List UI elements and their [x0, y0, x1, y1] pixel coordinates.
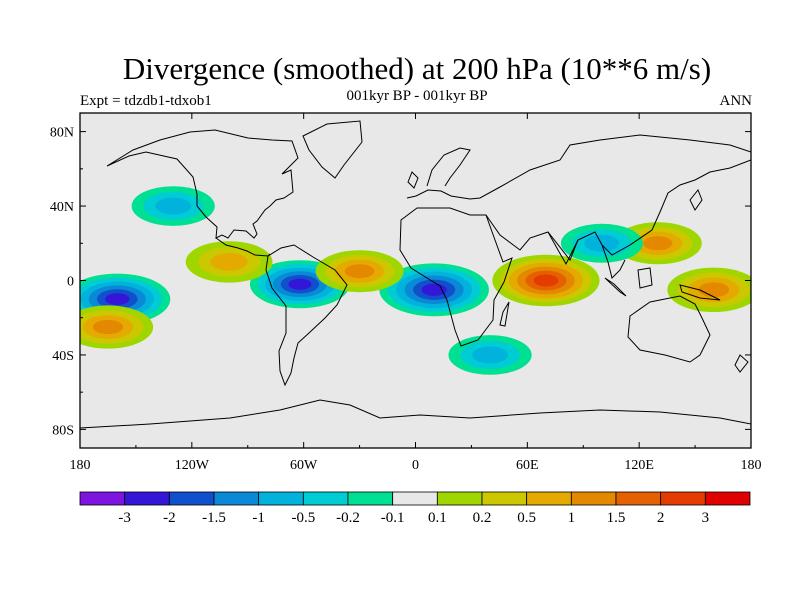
coastline-sumatra [604, 277, 627, 297]
colorbar-swatch [392, 491, 438, 506]
colorbar-swatch [347, 491, 394, 506]
contour-band [421, 283, 447, 296]
coastline-greenland [302, 120, 363, 179]
colorbar-label: -0.2 [336, 510, 360, 526]
y-tick-label: 40N [50, 200, 74, 215]
contour-band [344, 264, 375, 279]
coastline-british-isles [407, 171, 419, 189]
axes: 180 120W 60W 0 60E 120E 180 80N 40N 0 40S 80S [50, 113, 762, 473]
colorbar-label: -1 [252, 510, 265, 526]
colorbar-swatch [704, 491, 751, 506]
field-feature [185, 241, 273, 283]
colorbar-swatch [615, 491, 662, 506]
x-tick-label: 0 [412, 458, 419, 473]
y-tick-label: 80N [50, 126, 74, 141]
colorbar-swatch [213, 491, 260, 506]
colorbar-swatch [526, 491, 572, 506]
colorbar-label: -0.1 [381, 510, 405, 526]
colorbar-label: 1 [568, 510, 576, 526]
chart-subtitle: 001kyr BP - 001kyr BP [346, 88, 488, 104]
coastline-south-america [265, 244, 348, 387]
coastline-japan [689, 189, 703, 211]
colorbar-label: 3 [702, 510, 710, 526]
colorbar-swatch [258, 491, 304, 506]
coastline-borneo [637, 267, 653, 289]
colorbar-swatch [660, 491, 706, 506]
contour-band [105, 293, 130, 305]
experiment-label: Expt = tdzdb1-tdxob1 [80, 93, 212, 109]
field-feature [560, 223, 643, 263]
contour-band [210, 253, 248, 271]
coastline-scandinavia [426, 147, 471, 187]
coastline-india [547, 231, 579, 266]
colorbar-swatch [168, 491, 215, 506]
colorbar-label: -2 [163, 510, 176, 526]
field-feature [315, 250, 404, 293]
contour-band [533, 274, 559, 287]
coastline-north-america [106, 129, 299, 239]
colorbar: -3 -2 -1.5 -1 -0.5 -0.2 -0.1 0.1 0.2 0.5 1 1.5 2 3 [79, 491, 751, 526]
x-tick-label: 60E [516, 458, 539, 473]
colorbar-label: -3 [118, 510, 131, 526]
x-tick-label: 120W [175, 458, 210, 473]
coastline-middle-east-asia [485, 159, 751, 261]
coastline-australia [627, 295, 711, 363]
coastline-madagascar [499, 301, 510, 327]
colorbar-label: 0.5 [517, 510, 536, 526]
colorbar-swatch [124, 491, 170, 506]
colorbar-label: 0.1 [428, 510, 447, 526]
coastline-southeast-asia [601, 244, 626, 279]
contour-band [92, 319, 124, 335]
coastline-africa [399, 207, 513, 347]
contour-band [472, 346, 508, 364]
y-tick-label: 40S [52, 349, 74, 364]
colorbar-swatch [481, 491, 528, 506]
contour-band [288, 278, 312, 290]
coastline-new-zealand [734, 354, 749, 373]
chart-title: Divergence (smoothed) at 200 hPa (10**6 … [122, 51, 712, 86]
colorbar-swatch [79, 491, 126, 506]
field-feature [131, 186, 215, 226]
coastline-new-guinea [679, 284, 721, 301]
divergence-field [80, 186, 751, 375]
field-feature [448, 335, 532, 375]
field-feature [492, 254, 600, 307]
contour-band [698, 282, 730, 298]
coastlines [80, 120, 751, 429]
coastline-europe [406, 134, 751, 200]
contour-band [584, 234, 620, 252]
x-tick-label: 120E [624, 458, 654, 473]
colorbar-swatch [570, 491, 617, 506]
y-tick-label: 80S [52, 423, 74, 438]
x-tick-label: 180 [70, 458, 91, 473]
y-tick-label: 0 [67, 275, 74, 290]
x-tick-label: 60W [290, 458, 318, 473]
contour-band [643, 236, 673, 251]
colorbar-label: 1.5 [607, 510, 626, 526]
coastline-antarctica [80, 399, 751, 429]
colorbar-label: -1.5 [202, 510, 226, 526]
field-feature [379, 263, 489, 317]
contour-band [155, 197, 192, 215]
field-feature [80, 305, 154, 349]
season-label: ANN [719, 93, 753, 109]
x-tick-label: 180 [741, 458, 762, 473]
colorbar-swatch [436, 491, 483, 506]
colorbar-swatch [302, 491, 349, 506]
colorbar-label: 2 [657, 510, 665, 526]
colorbar-label: 0.2 [473, 510, 492, 526]
colorbar-label: -0.5 [291, 510, 315, 526]
